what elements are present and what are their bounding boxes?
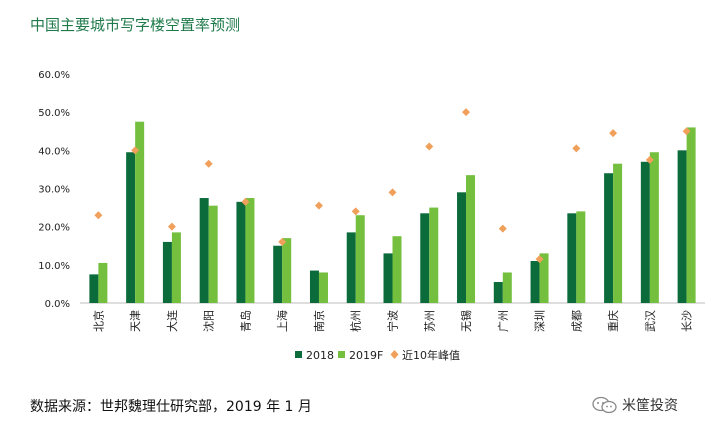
bar-2019f <box>502 272 512 303</box>
bar-2018 <box>126 152 136 303</box>
bar-2018 <box>567 213 577 303</box>
bar-2019f <box>613 163 623 303</box>
peak-point <box>609 129 618 138</box>
bar-2018 <box>493 282 503 303</box>
x-tick-label: 广州 <box>497 310 510 332</box>
legend-label: 近10年峰值 <box>402 348 460 362</box>
bar-2019f <box>686 127 696 303</box>
y-tick-label: 30.0% <box>38 185 70 196</box>
bar-2018 <box>89 274 99 303</box>
peak-point <box>645 155 654 164</box>
bar-2019f <box>171 232 181 303</box>
x-tick-label: 长沙 <box>681 310 694 332</box>
bar-2019f <box>576 211 586 303</box>
peak-point <box>682 127 691 136</box>
x-tick-label: 宁波 <box>386 310 400 332</box>
peak-point <box>204 159 213 168</box>
bar-2019f <box>429 207 439 303</box>
peak-point <box>278 237 287 246</box>
bar-2018 <box>236 201 246 303</box>
bar-2019f <box>318 272 328 303</box>
bar-2018 <box>346 232 356 303</box>
bar-2018 <box>604 173 614 303</box>
x-tick-label: 武汉 <box>644 310 657 332</box>
legend-swatch <box>338 351 345 358</box>
y-tick-label: 60.0% <box>38 70 70 81</box>
watermark-text: 米筐投资 <box>622 398 678 414</box>
legend-swatch <box>390 350 399 359</box>
watermark: 米筐投资 <box>592 395 678 415</box>
bar-2019f <box>245 198 255 303</box>
bar-2018 <box>162 241 172 303</box>
bar-2019f <box>649 152 659 303</box>
peak-point <box>167 222 176 231</box>
peak-point <box>131 146 140 155</box>
bar-2018 <box>530 261 540 303</box>
bar-2018 <box>309 270 319 303</box>
x-tick-label: 南京 <box>312 310 326 332</box>
peak-point <box>388 188 397 197</box>
peak-point <box>351 207 360 216</box>
bar-2019f <box>466 175 476 303</box>
legend-label: 2019F <box>349 349 383 362</box>
legend-label: 2018 <box>306 349 334 362</box>
bar-2019f <box>392 236 402 303</box>
bar-2018 <box>457 192 467 303</box>
x-tick-label: 大连 <box>165 310 179 332</box>
bar-2019f <box>355 215 365 303</box>
peak-point <box>314 201 323 210</box>
legend-swatch <box>295 351 302 358</box>
y-tick-label: 0.0% <box>45 299 70 310</box>
bar-2019f <box>539 253 549 303</box>
peak-point <box>241 197 250 206</box>
x-tick-label: 杭州 <box>349 310 363 332</box>
bar-2019f <box>135 121 145 303</box>
peak-point <box>425 142 434 151</box>
data-source-note: 数据来源：世邦魏理仕研究部，2019 年 1 月 <box>30 399 312 415</box>
x-tick-label: 重庆 <box>606 310 620 332</box>
y-tick-label: 50.0% <box>38 108 70 119</box>
bar-2018 <box>640 161 650 303</box>
bar-2018 <box>677 150 687 303</box>
x-tick-label: 青岛 <box>238 310 252 332</box>
chart-title: 中国主要城市写字楼空置率预测 <box>30 16 241 34</box>
y-tick-label: 40.0% <box>38 146 70 157</box>
peak-point <box>462 108 471 117</box>
x-tick-label: 沈阳 <box>202 310 216 332</box>
peak-point <box>498 224 507 233</box>
x-tick-label: 无锡 <box>459 310 473 332</box>
bar-2018 <box>383 253 393 303</box>
bar-2018 <box>420 213 430 303</box>
bar-2018 <box>273 245 283 303</box>
bar-2019f <box>282 238 292 303</box>
peak-point <box>535 255 544 264</box>
x-tick-label: 天津 <box>129 310 142 332</box>
peak-point <box>94 211 103 220</box>
y-tick-label: 10.0% <box>38 261 70 272</box>
x-tick-label: 成都 <box>570 310 583 332</box>
x-tick-label: 北京 <box>91 310 105 332</box>
x-tick-label: 上海 <box>275 310 289 332</box>
x-tick-label: 苏州 <box>423 310 436 332</box>
peak-point <box>572 144 581 153</box>
bar-2018 <box>199 198 209 303</box>
bar-2019f <box>208 205 218 303</box>
x-tick-label: 深圳 <box>534 310 547 332</box>
wechat-icon <box>592 396 617 414</box>
bar-2019f <box>98 262 108 303</box>
y-tick-label: 20.0% <box>38 223 70 234</box>
